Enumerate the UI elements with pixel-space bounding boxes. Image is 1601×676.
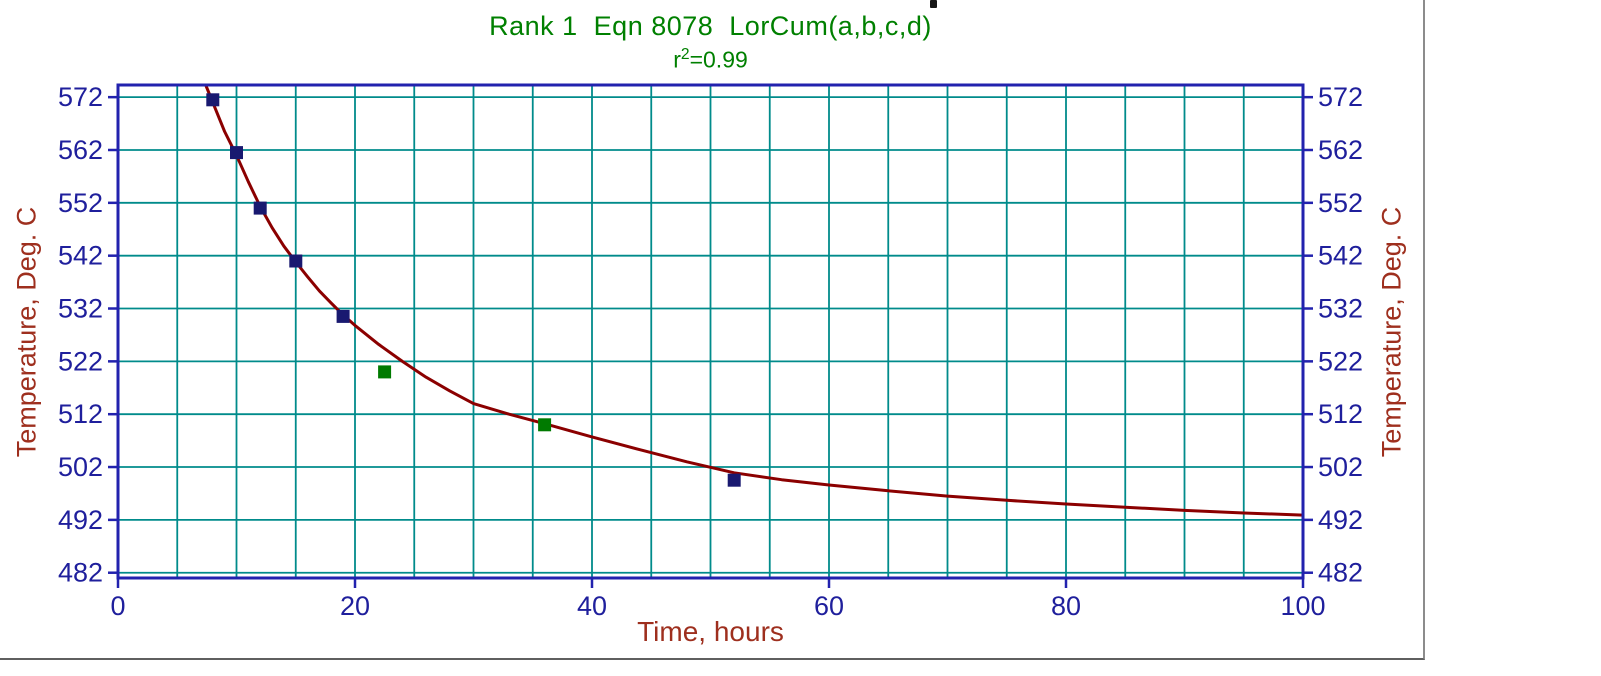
y-tick-label-right: 542 (1318, 241, 1363, 271)
y-tick-label-left: 532 (58, 294, 103, 324)
y-tick-label-left: 522 (58, 346, 103, 376)
data-point-data-points-navy (289, 254, 303, 268)
chart-panel: Rank 1 Eqn 8078 LorCum(a,b,c,d) r2=0.99 … (0, 0, 1425, 660)
data-point-data-points-navy (336, 309, 350, 323)
x-tick-label: 60 (814, 591, 844, 621)
y-tick-label-left: 492 (58, 505, 103, 535)
y-tick-label-left: 512 (58, 399, 103, 429)
y-tick-label-left: 572 (58, 82, 103, 112)
subtitle-base: r (673, 46, 681, 73)
y-tick-label-right: 512 (1318, 399, 1363, 429)
data-point-data-points-navy (727, 473, 741, 487)
y-tick-label-right: 492 (1318, 505, 1363, 535)
y-tick-label-right: 532 (1318, 294, 1363, 324)
x-tick-label: 0 (110, 591, 125, 621)
y-tick-label-left: 542 (58, 241, 103, 271)
y-tick-label-right: 502 (1318, 452, 1363, 482)
y-tick-label-right: 522 (1318, 346, 1363, 376)
y-tick-label-left: 502 (58, 452, 103, 482)
data-point-data-points-green (538, 418, 552, 432)
y-tick-label-left: 552 (58, 188, 103, 218)
x-tick-label: 20 (340, 591, 370, 621)
y-tick-label-right: 552 (1318, 188, 1363, 218)
lorcum-fit-curve (204, 83, 1305, 517)
data-point-data-points-navy (230, 146, 243, 160)
y-tick-label-right: 572 (1318, 82, 1363, 112)
y-tick-label-left: 482 (58, 558, 103, 588)
subtitle-value: =0.99 (689, 46, 748, 73)
clipped-text-artifact (930, 0, 937, 8)
data-point-data-points-navy (253, 201, 267, 215)
y-tick-label-right: 482 (1318, 558, 1363, 588)
x-axis-label: Time, hours (637, 616, 784, 647)
chart-subtitle: r2=0.99 (118, 46, 1303, 74)
x-tick-label: 40 (577, 591, 607, 621)
y-tick-label-right: 562 (1318, 135, 1363, 165)
y-tick-label-left: 562 (58, 135, 103, 165)
x-tick-label: 100 (1280, 591, 1325, 621)
chart-title: Rank 1 Eqn 8078 LorCum(a,b,c,d) (489, 11, 932, 41)
plot-border (116, 83, 1305, 580)
x-tick-label: 80 (1051, 591, 1081, 621)
subtitle-superscript: 2 (680, 46, 690, 63)
data-point-data-points-green (378, 365, 392, 379)
data-point-data-points-navy (206, 93, 220, 107)
